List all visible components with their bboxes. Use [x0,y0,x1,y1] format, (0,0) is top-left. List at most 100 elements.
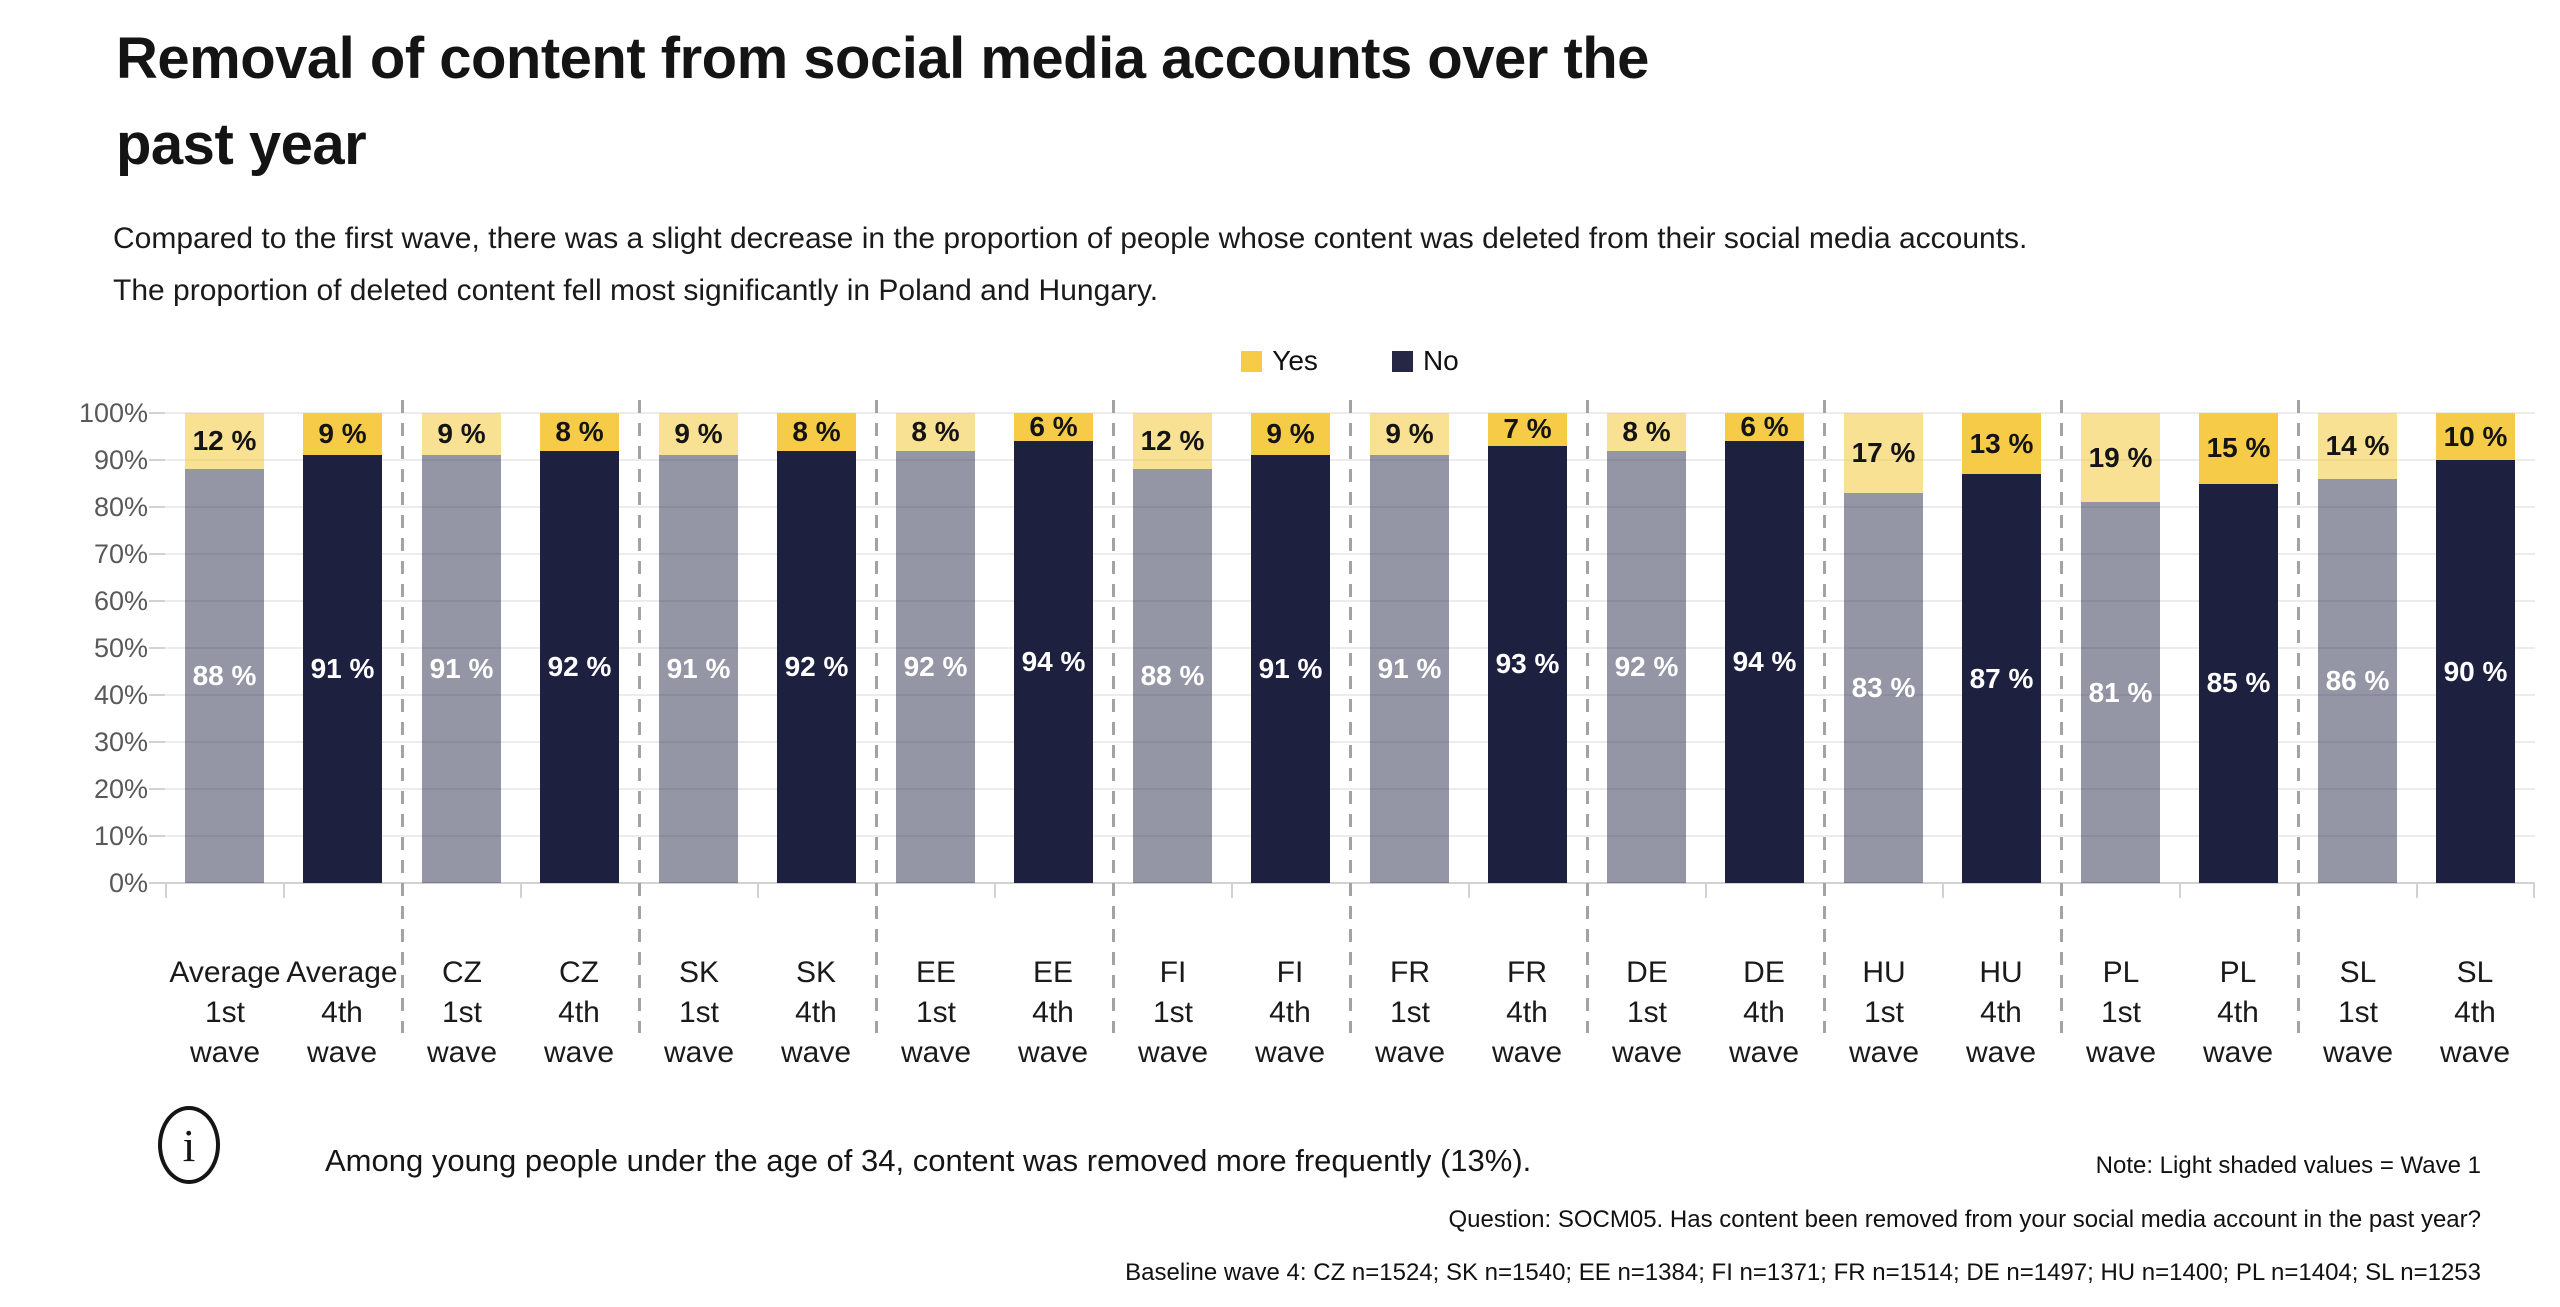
bar-value-yes: 12 % [1140,425,1205,457]
bar-segment-no: 92 % [540,450,619,883]
bar-value-no: 94 % [1021,646,1086,678]
bar-sk-wave1: 9 % 91 % [659,413,738,883]
labels-row: FR 1st wave FR 4th wave [1350,883,1587,1083]
bar-segment-no: 94 % [1014,441,1093,883]
bar-value-no: 91 % [1258,653,1323,685]
bar-group-fi: 12 % 88 % 9 % 91 % FI 1st wave FI 4th wave [1111,400,1350,1083]
bar-segment-yes: 13 % [1962,413,2041,475]
category-tick [993,883,996,898]
bar-cz-wave4: 8 % 92 % [540,413,619,883]
category-tick [165,883,167,898]
x-axis-label: FR 1st wave [1374,956,1446,1069]
y-axis-labels: 0% 10% 20% 30% 40% 50% 60% 70% 80% 90% 100% [0,398,148,898]
bar-value-yes: 13 % [1969,427,2034,459]
x-axis-label: FI 1st wave [1137,956,1209,1069]
bar-segment-yes: 8 % [540,413,619,451]
legend-swatch-yes-icon [1241,350,1263,372]
bar-value-no: 87 % [1969,662,2034,694]
bar-value-no: 91 % [666,653,731,685]
y-axis-tick [149,882,165,884]
x-axis-label: CZ 4th wave [543,956,615,1069]
bar-segment-no: 93 % [1488,445,1567,883]
bar-group-pl: 19 % 81 % 15 % 85 % PL 1st wave PL 4th wave [2059,400,2298,1083]
bar-segment-yes: 6 % [1014,413,1093,442]
bars-row: 12 % 88 % 9 % 91 % [165,413,402,883]
bar-segment-yes: 9 % [1251,413,1330,456]
bar-value-yes: 14 % [2325,429,2390,461]
bar-sl-wave1: 14 % 86 % [2318,413,2397,883]
bar-segment-no: 85 % [2199,483,2278,883]
y-axis-label: 80% [93,492,148,522]
bars-row: 14 % 86 % 10 % 90 % [2298,413,2535,883]
bars-row: 9 % 91 % 8 % 92 % [402,413,639,883]
y-axis-label: 0% [108,868,148,898]
bars-row: 8 % 92 % 6 % 94 % [876,413,1113,883]
bar-de-wave1: 8 % 92 % [1607,413,1686,883]
legend-label-yes: Yes [1272,345,1318,376]
bar-de-wave4: 6 % 94 % [1725,413,1804,883]
bar-value-yes: 9 % [1385,418,1434,450]
bar-value-no: 88 % [192,660,257,692]
chart-subtitle: Compared to the first wave, there was a … [113,222,2028,307]
x-axis-label: SL 4th wave [2439,956,2511,1069]
legend-item-yes: Yes [1241,345,1318,377]
x-axis-label: CZ 1st wave [426,956,498,1069]
bar-value-yes: 9 % [437,418,486,450]
bar-value-no: 85 % [2206,667,2271,699]
x-axis-label: SK 4th wave [780,956,852,1069]
y-axis-tick [149,741,165,743]
y-axis-label: 90% [93,445,148,475]
bar-segment-yes: 9 % [422,413,501,456]
bar-fr-wave4: 7 % 93 % [1488,413,1567,883]
bar-segment-yes: 8 % [896,413,975,451]
category-tick [519,883,522,898]
bar-value-no: 83 % [1851,671,1916,703]
bar-value-yes: 8 % [911,415,960,447]
bar-group-hu: 17 % 83 % 13 % 87 % HU 1st wave HU 4th wave [1822,400,2061,1083]
legend-label-no: No [1422,345,1459,376]
bar-fi-wave4: 9 % 91 % [1251,413,1330,883]
bar-group-fr: 9 % 91 % 7 % 93 % FR 1st wave FR 4th wave [1348,400,1587,1083]
bar-segment-yes: 17 % [1844,413,1923,493]
bar-value-no: 88 % [1140,660,1205,692]
bar-average-wave1: 12 % 88 % [185,413,264,883]
y-axis-label: 20% [93,774,148,804]
bar-segment-yes: 7 % [1488,413,1567,446]
bar-value-no: 92 % [547,650,612,682]
bars-row: 8 % 92 % 6 % 94 % [1587,413,1824,883]
bar-value-yes: 6 % [1740,411,1789,443]
bar-segment-yes: 9 % [303,413,382,456]
bar-segment-no: 91 % [422,455,501,883]
bar-segment-yes: 6 % [1725,411,1804,443]
bar-value-yes: 9 % [674,418,723,450]
labels-row: HU 1st wave HU 4th wave [1824,883,2061,1083]
labels-row: PL 1st wave PL 4th wave [2061,883,2298,1083]
labels-row: Average 1st wave Average 4th wave [165,883,402,1083]
bar-segment-yes: 15 % [2199,413,2278,484]
category-tick [282,883,285,898]
bar-segment-no: 90 % [2436,460,2515,883]
bar-segment-no: 87 % [1962,474,2041,883]
bar-hu-wave4: 13 % 87 % [1962,413,2041,883]
bar-segment-no: 88 % [185,469,264,883]
bar-segment-yes: 8 % [1607,413,1686,451]
labels-row: SL 1st wave SL 4th wave [2298,883,2535,1083]
y-axis-tick [149,647,165,649]
labels-row: SK 1st wave SK 4th wave [639,883,876,1083]
labels-row: FI 1st wave FI 4th wave [1113,883,1350,1083]
y-axis-tick [149,788,165,790]
bar-segment-yes: 12 % [1133,413,1212,470]
bar-value-no: 90 % [2443,655,2508,687]
bar-value-yes: 8 % [555,415,604,447]
bar-value-no: 92 % [903,650,968,682]
bar-segment-yes: 10 % [2436,413,2515,460]
category-tick [2415,883,2418,898]
y-axis-tick [149,553,165,555]
category-tick [2533,883,2535,898]
x-axis-label: HU 4th wave [1965,956,2037,1069]
y-axis-label: 70% [93,539,148,569]
bar-hu-wave1: 17 % 83 % [1844,413,1923,883]
bar-sk-wave4: 8 % 92 % [777,413,856,883]
bar-value-yes: 8 % [792,415,841,447]
